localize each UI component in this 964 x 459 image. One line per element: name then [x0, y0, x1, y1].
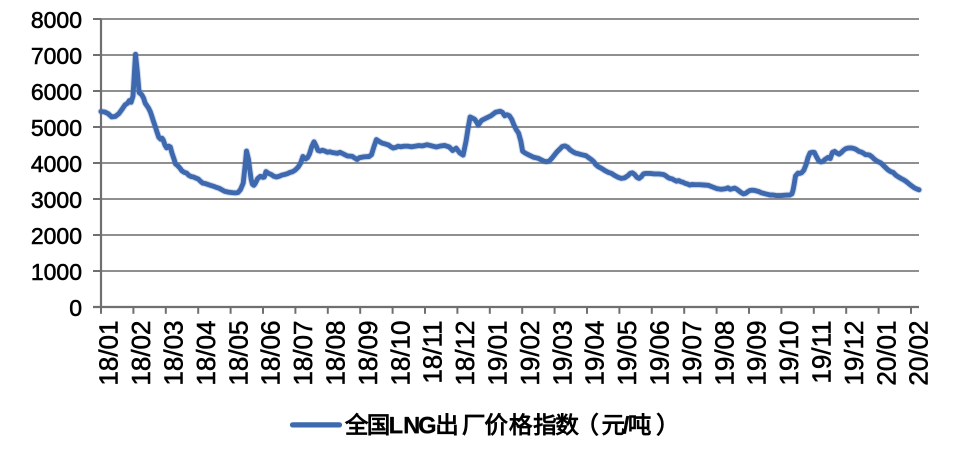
svg-text:18/10: 18/10: [385, 321, 415, 386]
svg-text:18/08: 18/08: [321, 321, 351, 386]
svg-text:19/11: 19/11: [807, 321, 837, 384]
svg-text:4000: 4000: [31, 151, 82, 177]
svg-text:5000: 5000: [31, 115, 82, 141]
svg-text:19/04: 19/04: [580, 321, 610, 386]
svg-text:18/11: 18/11: [418, 321, 448, 384]
svg-text:18/07: 18/07: [288, 321, 318, 386]
svg-text:19/02: 19/02: [515, 321, 545, 386]
svg-text:19/01: 19/01: [483, 321, 513, 386]
svg-text:19/05: 19/05: [612, 321, 642, 386]
svg-text:18/01: 18/01: [94, 321, 124, 386]
svg-text:18/02: 18/02: [126, 321, 156, 386]
svg-text:19/03: 19/03: [547, 321, 577, 386]
svg-text:2000: 2000: [31, 223, 82, 249]
svg-text:1000: 1000: [31, 259, 82, 285]
svg-text:6000: 6000: [31, 79, 82, 105]
svg-text:8000: 8000: [31, 7, 82, 33]
svg-text:19/07: 19/07: [677, 321, 707, 386]
svg-text:18/09: 18/09: [353, 321, 383, 386]
svg-text:0: 0: [69, 295, 82, 321]
svg-text:20/01: 20/01: [871, 321, 901, 386]
svg-text:19/12: 19/12: [839, 321, 869, 386]
svg-text:3000: 3000: [31, 187, 82, 213]
svg-text:18/06: 18/06: [256, 321, 286, 386]
svg-text:19/10: 19/10: [774, 321, 804, 386]
svg-text:20/02: 20/02: [904, 321, 934, 386]
svg-text:19/06: 19/06: [645, 321, 675, 386]
svg-text:18/04: 18/04: [191, 321, 221, 386]
svg-text:19/08: 19/08: [709, 321, 739, 386]
svg-text:19/09: 19/09: [742, 321, 772, 386]
svg-text:18/03: 18/03: [159, 321, 189, 386]
svg-text:18/05: 18/05: [223, 321, 253, 386]
svg-text:7000: 7000: [31, 43, 82, 69]
svg-text:18/12: 18/12: [450, 320, 480, 385]
